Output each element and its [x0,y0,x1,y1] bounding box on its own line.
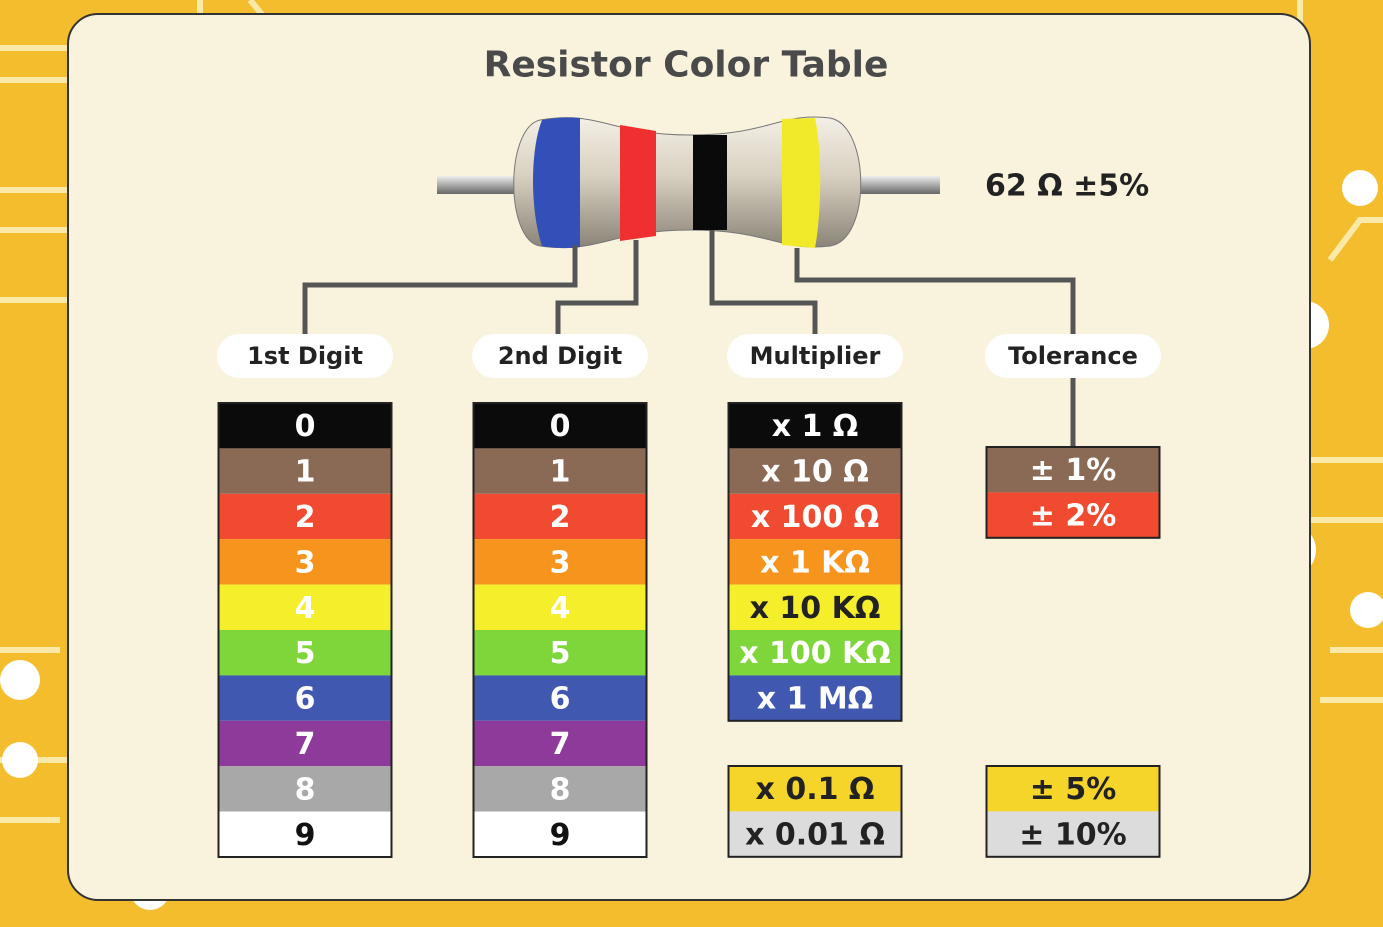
color-cell [218,766,392,812]
band-black [693,135,727,230]
cell-label: 6 [295,682,316,717]
color-cell [473,493,647,540]
color-cell [728,630,902,676]
cell-label: ± 5% [1030,772,1117,807]
column-header: Tolerance [1008,342,1138,370]
column-header: 2nd Digit [498,342,622,370]
cell-label: 1 [295,455,316,490]
cell-label: 3 [550,545,571,580]
color-cell [218,403,392,449]
cell-label: 1 [550,455,571,490]
cell-label: ± 10% [1019,818,1126,853]
header-pill [727,334,903,378]
color-cell [728,675,902,721]
color-cell [986,766,1160,812]
color-cell [728,811,902,857]
color-cell [728,766,902,812]
color-cell [986,811,1160,857]
cell-label: x 100 Ω [751,500,879,535]
header-pill [985,334,1161,378]
connector [555,240,639,340]
cell-label: 4 [550,591,571,626]
cell-label: 9 [295,818,316,853]
connector [709,230,818,340]
color-cell [218,448,392,494]
column-header: Multiplier [750,342,881,370]
cell-label: x 1 Ω [772,409,859,444]
cell-label: 0 [550,409,571,444]
cell-label: 8 [295,772,316,807]
cell-label: x 1 MΩ [757,682,873,717]
group-border [727,402,903,722]
cell-label: 3 [295,545,316,580]
cell-label: 0 [295,409,316,444]
cell-label: x 10 Ω [761,455,869,490]
band-yellow [782,118,821,248]
cell-label: 9 [550,818,571,853]
band-blue [533,117,580,249]
color-cell [728,448,902,494]
color-cell [473,403,647,449]
color-cell [728,539,902,585]
header-pill [472,334,648,378]
cell-label: x 100 KΩ [739,636,891,671]
columns: 1st Digit 0 1 2 3 4 5 6 7 8 9 2nd Digit 0 1 2 3 4 5 6 7 8 9 Mu… [217,334,1161,858]
cell-label: 8 [550,772,571,807]
color-cell [218,720,392,767]
cell-label: x 0.01 Ω [745,818,885,853]
cell-label: 6 [550,682,571,717]
cell-label: 7 [295,727,316,762]
cell-label: ± 1% [1030,453,1117,488]
color-cell [218,811,392,857]
color-cell [218,675,392,721]
color-cell [218,493,392,540]
color-cell [473,584,647,630]
cell-label: 4 [295,591,316,626]
group-border [727,765,903,858]
group-border [985,765,1161,858]
cell-label: 5 [550,636,571,671]
group-border [472,402,648,858]
cell-label: x 1 KΩ [760,545,870,580]
cell-label: 2 [550,500,571,535]
color-cell [218,630,392,676]
color-cell [728,584,902,630]
color-cell [218,584,392,630]
cell-label: ± 2% [1030,499,1117,534]
color-cell [218,539,392,585]
connector [302,245,578,340]
example-label: 62 Ω ±5% [985,169,1149,204]
color-cell [986,492,1160,538]
color-cell [473,811,647,857]
cell-label: 7 [550,727,571,762]
header-pill [217,334,393,378]
cell-label: 2 [295,500,316,535]
color-cell [728,493,902,540]
color-cell [473,720,647,767]
column-header: 1st Digit [247,342,363,370]
cell-label: x 10 KΩ [750,591,881,626]
color-cell [986,447,1160,493]
cell-label: x 0.1 Ω [756,772,875,807]
resistor [437,116,940,249]
color-cell [473,539,647,585]
group-border [217,402,393,858]
color-cell [473,766,647,812]
color-cell [728,403,902,449]
cell-label: 5 [295,636,316,671]
resistor-body [513,116,862,249]
title: Resistor Color Table [484,45,889,86]
color-cell [473,630,647,676]
color-cell [473,675,647,721]
group-border [985,446,1161,539]
color-cell [473,448,647,494]
band-red [620,125,656,241]
